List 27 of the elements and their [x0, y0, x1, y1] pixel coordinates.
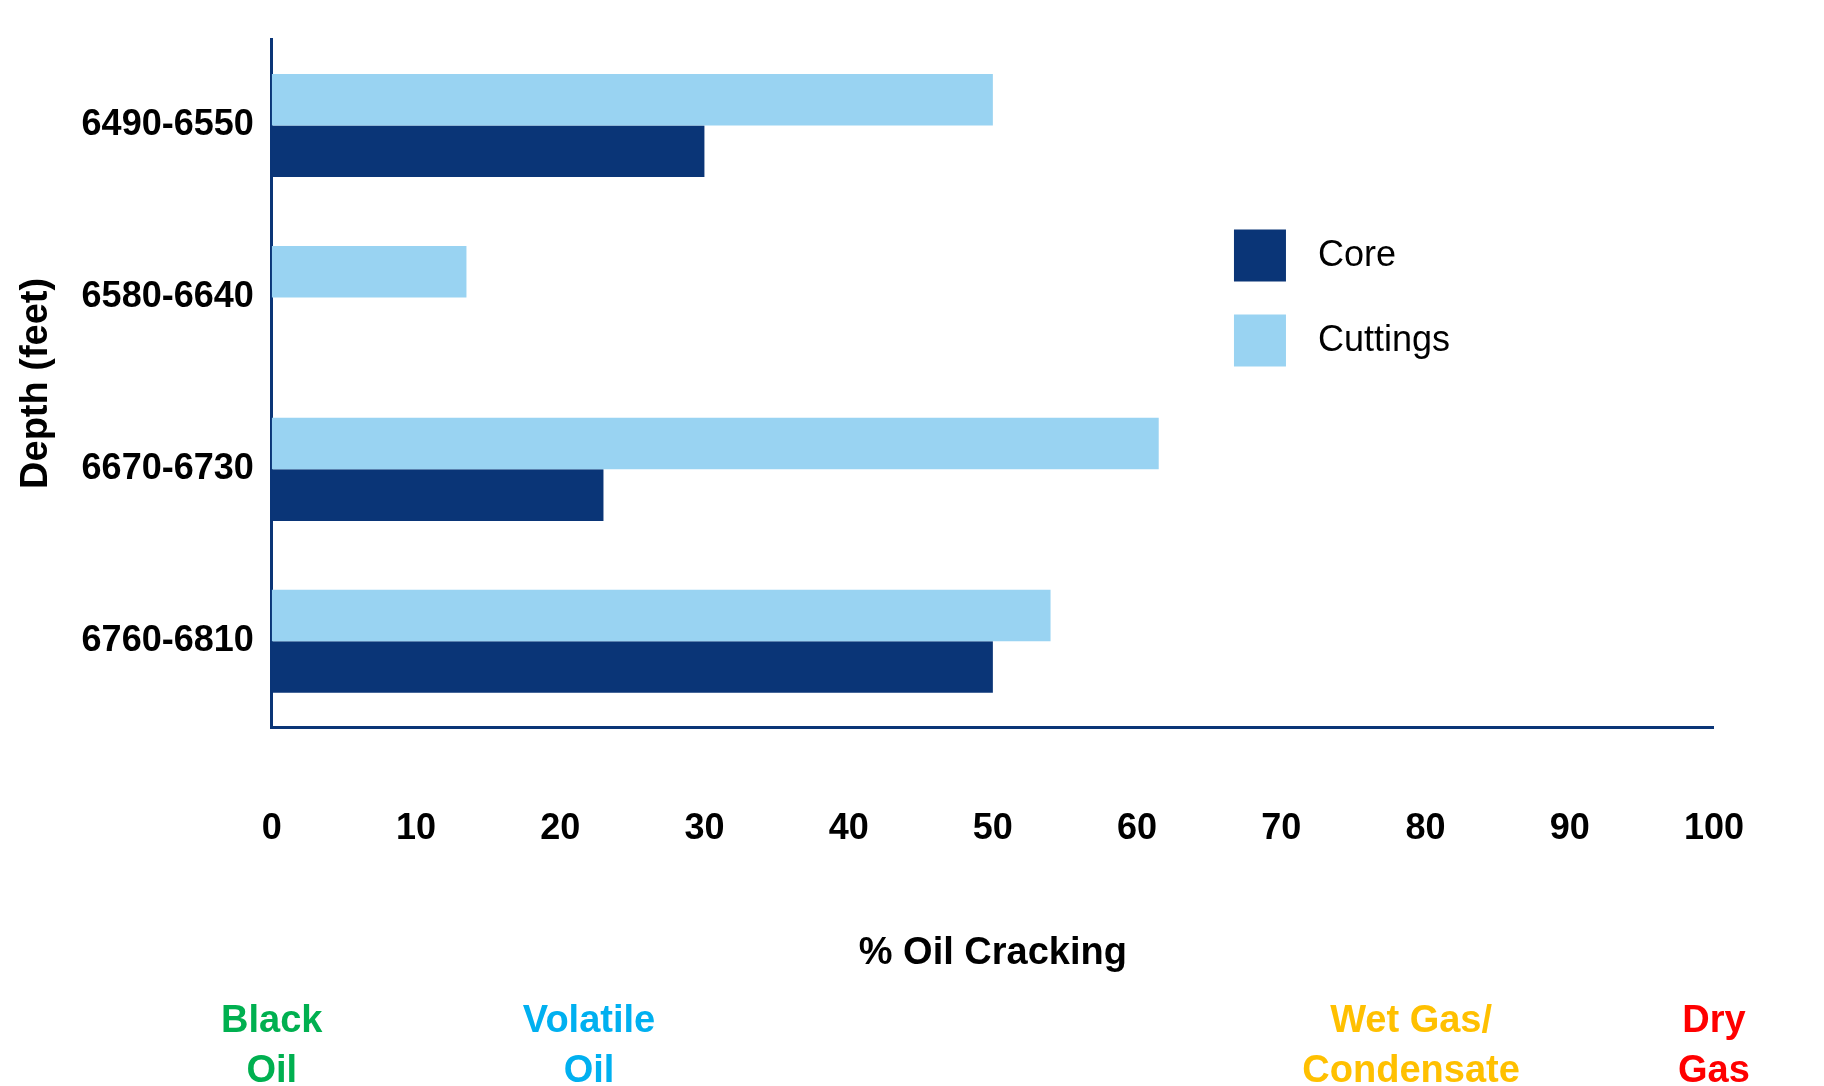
- legend-label: Cuttings: [1317, 317, 1451, 359]
- x-tick-label: 10: [395, 805, 436, 847]
- x-tick-label: 60: [1117, 805, 1158, 847]
- x-axis-title: % Oil Cracking: [858, 929, 1127, 972]
- y-tick-label: 6760-6810: [81, 618, 254, 660]
- x-tick-label: 80: [1405, 805, 1446, 847]
- x-tick-label: 100: [1683, 805, 1745, 847]
- x-tick-label: 20: [540, 805, 581, 847]
- x-tick-label: 90: [1549, 805, 1590, 847]
- y-tick-label: 6490-6550: [81, 102, 254, 144]
- x-tick-label: 50: [972, 805, 1013, 847]
- bar: [271, 73, 993, 126]
- y-tick-label: 6580-6640: [81, 274, 254, 316]
- bar: [271, 245, 467, 298]
- x-tick-label: 40: [828, 805, 869, 847]
- bar: [271, 589, 1051, 642]
- text: Dry Gas: [1678, 998, 1750, 1086]
- x-tick-label: 30: [684, 805, 725, 847]
- x-tick-label: 0: [261, 805, 282, 847]
- legend-label: Core: [1317, 232, 1396, 274]
- x-tick-label: 70: [1261, 805, 1302, 847]
- y-axis-title: Depth (feet): [13, 277, 56, 489]
- bar: [271, 417, 1159, 470]
- text: Wet Gas/ Condensate: [1302, 998, 1520, 1086]
- y-tick-label: 6670-6730: [81, 446, 254, 488]
- text: Volatile Oil: [522, 998, 656, 1086]
- text: Black Oil: [221, 998, 324, 1086]
